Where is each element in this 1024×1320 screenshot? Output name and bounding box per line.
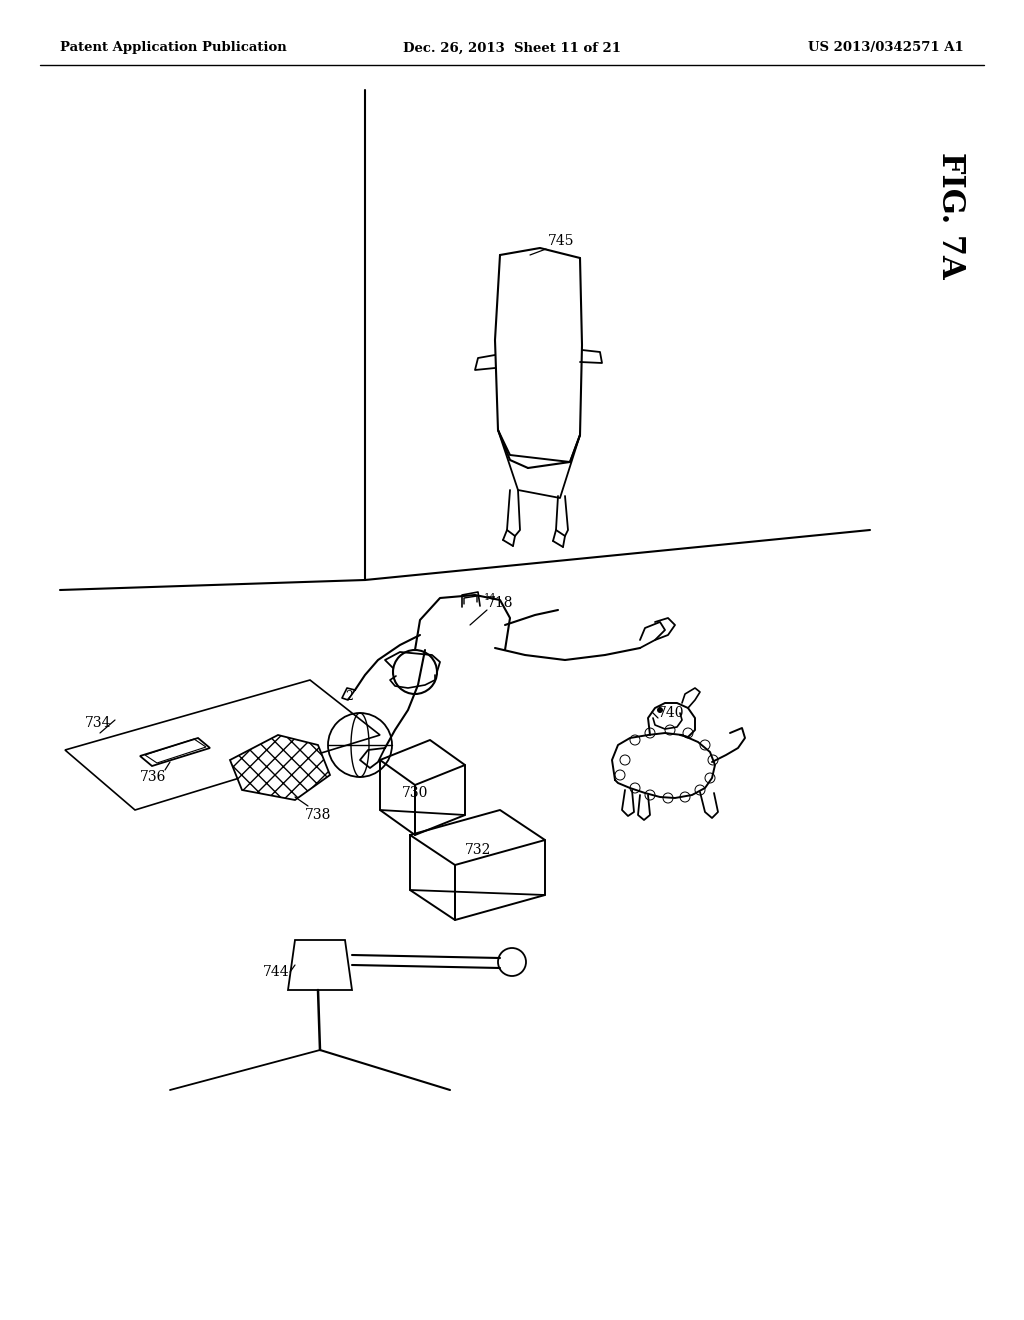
Circle shape — [708, 755, 718, 766]
Text: 734: 734 — [85, 715, 112, 730]
Text: 744: 744 — [263, 965, 290, 979]
Circle shape — [683, 729, 693, 738]
Circle shape — [700, 741, 710, 750]
Text: 738: 738 — [305, 808, 332, 822]
Circle shape — [680, 792, 690, 803]
Circle shape — [705, 774, 715, 783]
Circle shape — [695, 785, 705, 795]
Circle shape — [630, 783, 640, 793]
Circle shape — [657, 708, 663, 713]
Text: FIG. 7A: FIG. 7A — [935, 152, 966, 279]
Polygon shape — [230, 735, 330, 800]
Circle shape — [665, 725, 675, 735]
Text: Patent Application Publication: Patent Application Publication — [60, 41, 287, 54]
Polygon shape — [140, 738, 210, 766]
Circle shape — [645, 789, 655, 800]
Circle shape — [630, 735, 640, 744]
Polygon shape — [288, 940, 352, 990]
Text: 745: 745 — [548, 234, 574, 248]
Text: 2: 2 — [345, 689, 353, 702]
Text: 740: 740 — [658, 706, 684, 719]
Text: 732: 732 — [465, 843, 492, 857]
Text: Dec. 26, 2013  Sheet 11 of 21: Dec. 26, 2013 Sheet 11 of 21 — [403, 41, 621, 54]
Text: 14: 14 — [484, 594, 497, 602]
Circle shape — [645, 729, 655, 738]
Circle shape — [620, 755, 630, 766]
Text: 730: 730 — [401, 785, 428, 800]
Text: US 2013/0342571 A1: US 2013/0342571 A1 — [808, 41, 964, 54]
Circle shape — [663, 793, 673, 803]
Text: 736: 736 — [140, 770, 166, 784]
Circle shape — [615, 770, 625, 780]
Text: 718: 718 — [487, 597, 513, 610]
